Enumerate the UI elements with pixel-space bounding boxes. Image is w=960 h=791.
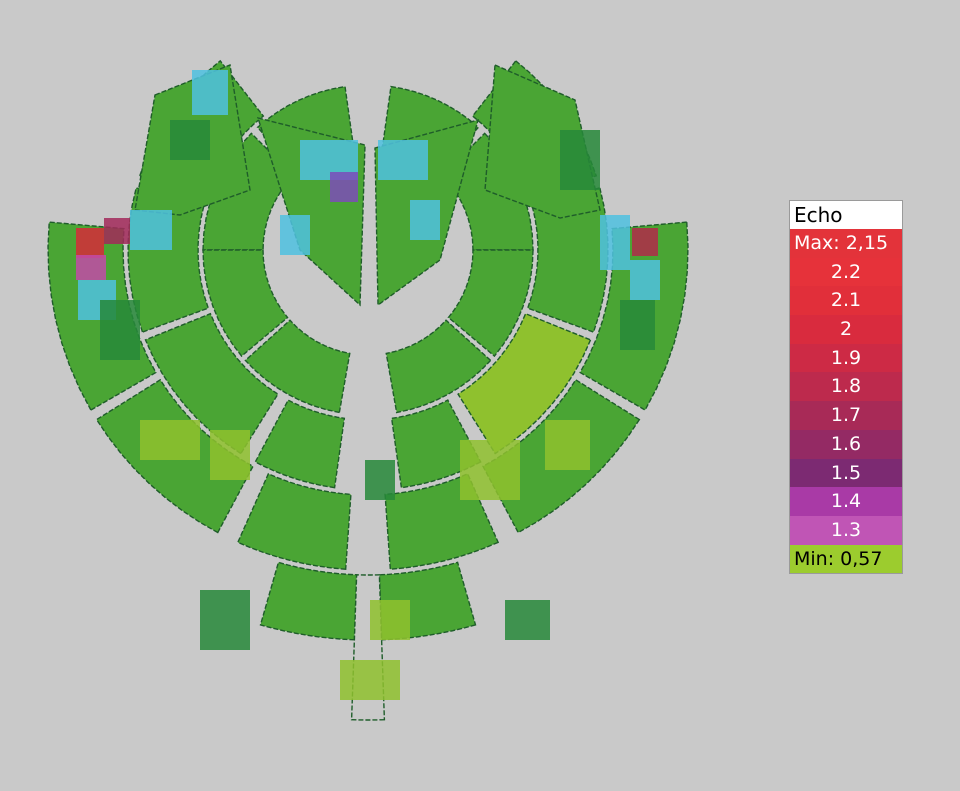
middle-ring-segment <box>457 312 592 455</box>
light-green-patch <box>370 600 410 640</box>
light-green-patch <box>340 660 400 700</box>
inner-ring-segment <box>385 319 492 414</box>
middle-ring-segment <box>254 399 346 489</box>
legend-step-6: 1.6 <box>790 429 902 459</box>
dark-green-patch <box>620 300 655 350</box>
purple-patch <box>330 172 358 202</box>
dark-green-patch <box>170 120 210 160</box>
light-green-patch <box>210 430 250 480</box>
light-green-patch <box>140 420 200 460</box>
legend-step-3: 1.9 <box>790 343 902 373</box>
cyan-patch <box>600 215 630 270</box>
legend-step-9: 1.3 <box>790 515 902 545</box>
muscle-segments <box>47 59 689 721</box>
inner-ring-segment <box>244 319 351 414</box>
middle-ring-segment <box>390 399 482 489</box>
inner-ring-segment <box>202 249 289 358</box>
legend-max-label: Max: 2,15 <box>790 229 902 258</box>
cyan-patch <box>280 215 310 255</box>
legend-step-5: 1.7 <box>790 401 902 430</box>
dark-green-patch <box>560 130 600 190</box>
legend-steps: 2.2 2.1 2 1.9 1.8 1.7 1.6 1.5 1.4 1.3 <box>790 257 902 545</box>
dark-red-patch <box>104 218 130 244</box>
light-green-patch <box>460 440 520 500</box>
cyan-patch <box>378 140 428 180</box>
red-patch <box>76 228 104 258</box>
middle-ring-segment <box>526 187 609 333</box>
dark-green-patch <box>200 590 250 650</box>
outer-ring-segment <box>236 472 352 570</box>
legend-step-8: 1.4 <box>790 487 902 516</box>
dark-green-patch <box>505 600 550 640</box>
legend-step-1: 2.1 <box>790 286 902 316</box>
magenta-patch <box>76 255 106 280</box>
legend-step-7: 1.5 <box>790 458 902 488</box>
cyan-patch <box>410 200 440 240</box>
legend-min-label: Min: 0,57 <box>790 544 902 573</box>
cyan-patch <box>130 210 172 250</box>
light-green-patch <box>545 420 590 470</box>
legend-step-0: 2.2 <box>790 257 902 287</box>
legend-step-2: 2 <box>790 315 902 344</box>
inner-ring-segment <box>447 249 534 358</box>
legend-step-4: 1.8 <box>790 372 902 402</box>
apex-segment <box>259 561 358 641</box>
cyan-patch <box>192 70 228 115</box>
dark-green-patch <box>365 460 395 500</box>
cyan-patch <box>630 260 660 300</box>
dark-red-patch <box>632 228 658 256</box>
dark-green-patch <box>100 300 140 360</box>
legend-title: Echo <box>790 201 902 229</box>
echo-legend: Echo Max: 2,15 2.2 2.1 2 1.9 1.8 1.7 1.6 1.5 1.4… <box>789 200 903 574</box>
middle-ring-segment <box>144 312 279 455</box>
